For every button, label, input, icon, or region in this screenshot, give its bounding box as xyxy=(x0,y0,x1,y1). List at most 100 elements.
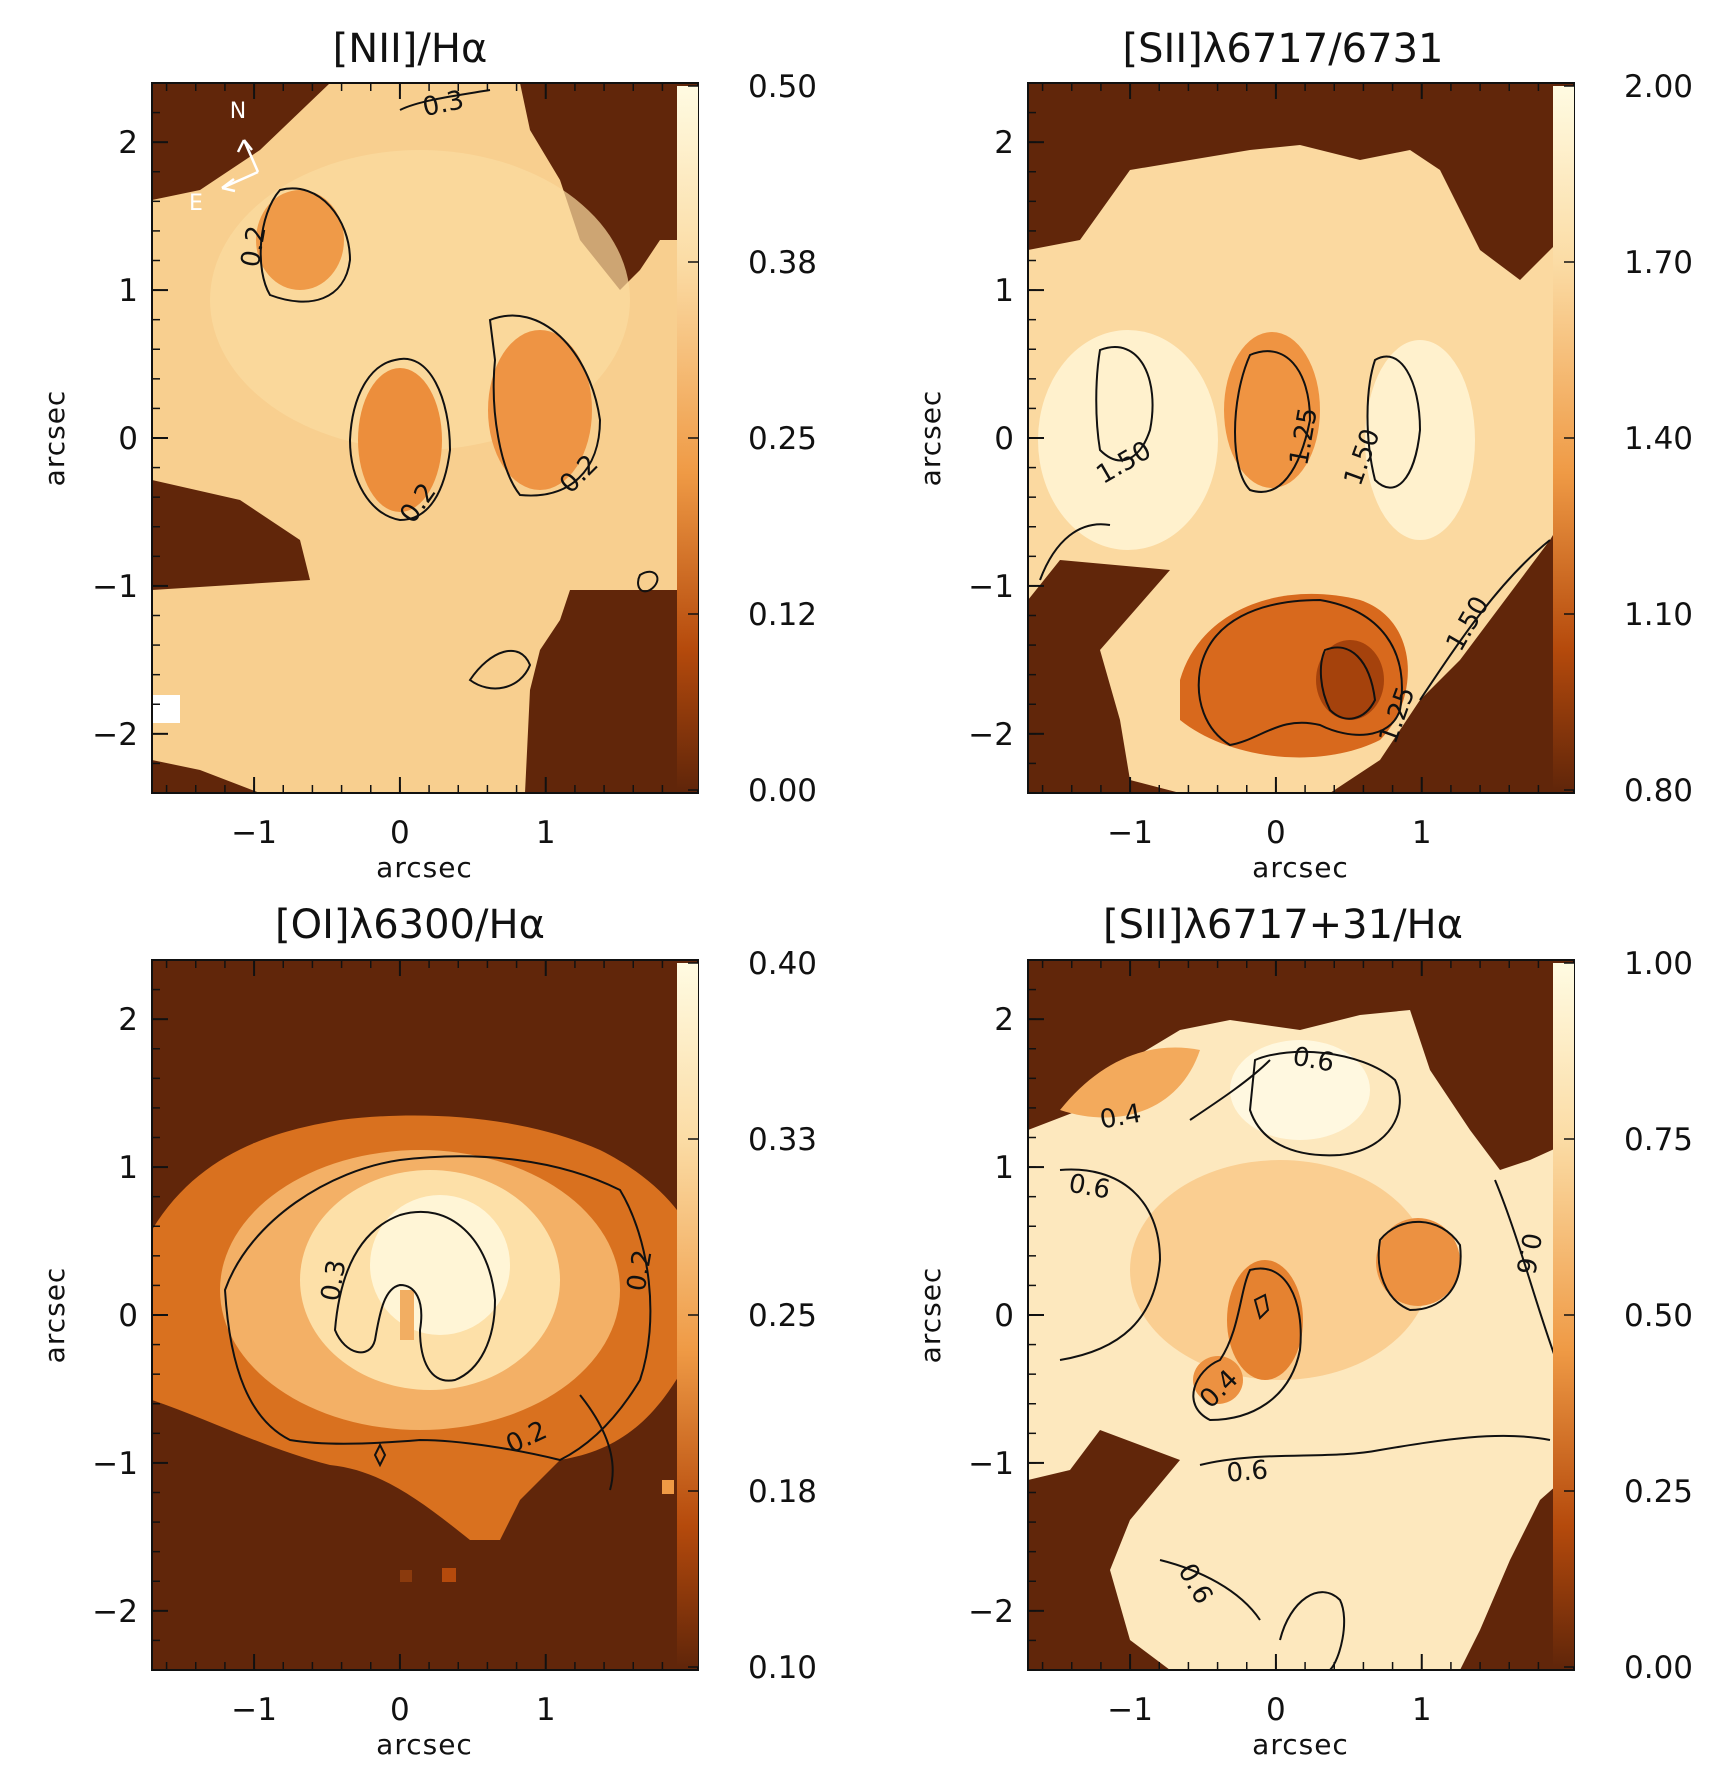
isolated-pixel xyxy=(442,1568,456,1582)
contour-line xyxy=(1095,346,1154,462)
low-ratio-region xyxy=(1227,1260,1303,1380)
x-tick-label: 1 xyxy=(536,815,556,851)
x-tick-label: 1 xyxy=(1412,815,1432,851)
colorbar-tick-label: 1.10 xyxy=(1624,597,1693,633)
y-tick-label: 0 xyxy=(118,1298,138,1334)
y-tick-label: −2 xyxy=(92,1594,138,1630)
x-tick-label: 1 xyxy=(1412,1692,1432,1728)
contour-line xyxy=(637,570,659,593)
panel-title: [SII]λ6717+31/Hα xyxy=(1103,902,1463,948)
contour-line xyxy=(1419,539,1551,701)
compass: N E xyxy=(189,99,260,216)
colorbar-tick-label: 0.25 xyxy=(748,421,817,457)
colorbar-tick-label: 0.75 xyxy=(1624,1122,1693,1158)
contour-label: 0.6 xyxy=(1510,1230,1547,1276)
low-ratio-region xyxy=(488,330,592,490)
north-arrow xyxy=(242,139,260,173)
contour-line xyxy=(488,314,602,497)
nucleus-dip xyxy=(400,1290,414,1340)
x-axis-label: arcsec xyxy=(376,1728,473,1761)
x-tick-label: −1 xyxy=(1107,1692,1153,1728)
panel-nii-ha: [NII]/Hα 0.3 0.2 0.2 0.2 N E xyxy=(151,26,699,794)
y-axis-label: arcsec xyxy=(914,1267,947,1364)
contour-line xyxy=(1366,355,1422,489)
contour-line xyxy=(1199,1434,1551,1466)
panel-oi-ha: [OI]λ6300/Hα 0.3 0.2 0.2 xyxy=(151,902,699,1671)
contour-line xyxy=(1494,1179,1561,1371)
arrow-head-icon xyxy=(236,139,253,153)
y-tick-label: −2 xyxy=(968,1594,1014,1630)
y-axis-label: arcsec xyxy=(914,390,947,487)
panel-title: [SII]λ6717/6731 xyxy=(1123,26,1444,72)
low-ratio-region xyxy=(1193,1356,1243,1404)
contour-line xyxy=(1377,1220,1462,1312)
x-tick-label: −1 xyxy=(231,815,277,851)
high-ratio-region xyxy=(1038,330,1218,550)
x-tick-label: 0 xyxy=(1266,815,1286,851)
x-tick-label: 0 xyxy=(1266,1692,1286,1728)
colorbar-tick-label: 0.25 xyxy=(1624,1474,1693,1510)
x-axis-label: arcsec xyxy=(1252,851,1349,884)
y-tick-label: −2 xyxy=(968,717,1014,753)
panel-title: [OI]λ6300/Hα xyxy=(275,902,545,948)
contour-line xyxy=(259,187,352,303)
colorbar-tick-label: 0.40 xyxy=(748,946,817,982)
y-tick-label: 2 xyxy=(994,1002,1014,1038)
contour-line xyxy=(399,89,491,111)
peak-ratio-region xyxy=(370,1195,510,1335)
east-label: E xyxy=(189,191,203,216)
low-ratio-region xyxy=(358,368,442,512)
contour-line xyxy=(1234,350,1312,493)
contour-label: 0.6 xyxy=(1066,1169,1112,1206)
y-tick-label: 2 xyxy=(118,125,138,161)
y-tick-label: −1 xyxy=(968,569,1014,605)
low-ratio-region xyxy=(1060,1047,1200,1118)
colorbar-tick-label: 0.50 xyxy=(1624,1298,1693,1334)
contour-line xyxy=(1059,1168,1162,1361)
blank-pixel xyxy=(152,695,180,723)
x-tick-label: −1 xyxy=(1107,815,1153,851)
low-ratio-region xyxy=(1376,1218,1460,1306)
y-tick-label: 0 xyxy=(118,421,138,457)
contour-label: 0.4 xyxy=(1098,1099,1144,1136)
contour-label: 0.2 xyxy=(236,224,273,270)
y-tick-label: 2 xyxy=(994,125,1014,161)
colorbar-tick-label: 0.33 xyxy=(748,1122,817,1158)
x-axis-label: arcsec xyxy=(1252,1728,1349,1761)
lowest-ratio-region xyxy=(1316,640,1384,720)
contour-line xyxy=(1189,1059,1271,1121)
colorbar-tick-label: 0.18 xyxy=(748,1474,817,1510)
colorbar-tick-label: 1.00 xyxy=(1624,946,1693,982)
x-tick-label: −1 xyxy=(231,1692,277,1728)
contour-label: 0.6 xyxy=(1225,1455,1269,1488)
y-axis-label: arcsec xyxy=(38,1267,71,1364)
contour-line xyxy=(1192,1267,1302,1422)
colorbar-tick-label: 0.80 xyxy=(1624,773,1693,809)
contour-label: 0.6 xyxy=(1290,1042,1336,1079)
panel-title: [NII]/Hα xyxy=(333,26,488,72)
contour-line xyxy=(468,649,532,690)
y-tick-label: 1 xyxy=(118,1150,138,1186)
contours xyxy=(1059,1050,1561,1671)
colorbar-tick-label: 1.70 xyxy=(1624,245,1693,281)
y-axis-label: arcsec xyxy=(38,390,71,487)
y-tick-label: −1 xyxy=(92,1446,138,1482)
contour-line xyxy=(579,1394,614,1491)
y-tick-label: 0 xyxy=(994,421,1014,457)
x-tick-label: 1 xyxy=(536,1692,556,1728)
contour-line xyxy=(1253,1293,1270,1320)
colorbar-tick-label: 2.00 xyxy=(1624,69,1693,105)
contour-line xyxy=(1039,523,1111,581)
contour-line xyxy=(1197,598,1403,747)
x-tick-label: 0 xyxy=(390,1692,410,1728)
colorbar-tick-label: 0.00 xyxy=(748,773,817,809)
y-tick-label: −1 xyxy=(968,1446,1014,1482)
colorbar-tick-label: 0.12 xyxy=(748,597,817,633)
contours xyxy=(223,1155,652,1491)
contour-line xyxy=(1319,646,1377,720)
north-label: N xyxy=(230,99,246,124)
y-tick-label: −1 xyxy=(92,569,138,605)
isolated-pixel xyxy=(400,1570,412,1582)
y-tick-label: 2 xyxy=(118,1002,138,1038)
